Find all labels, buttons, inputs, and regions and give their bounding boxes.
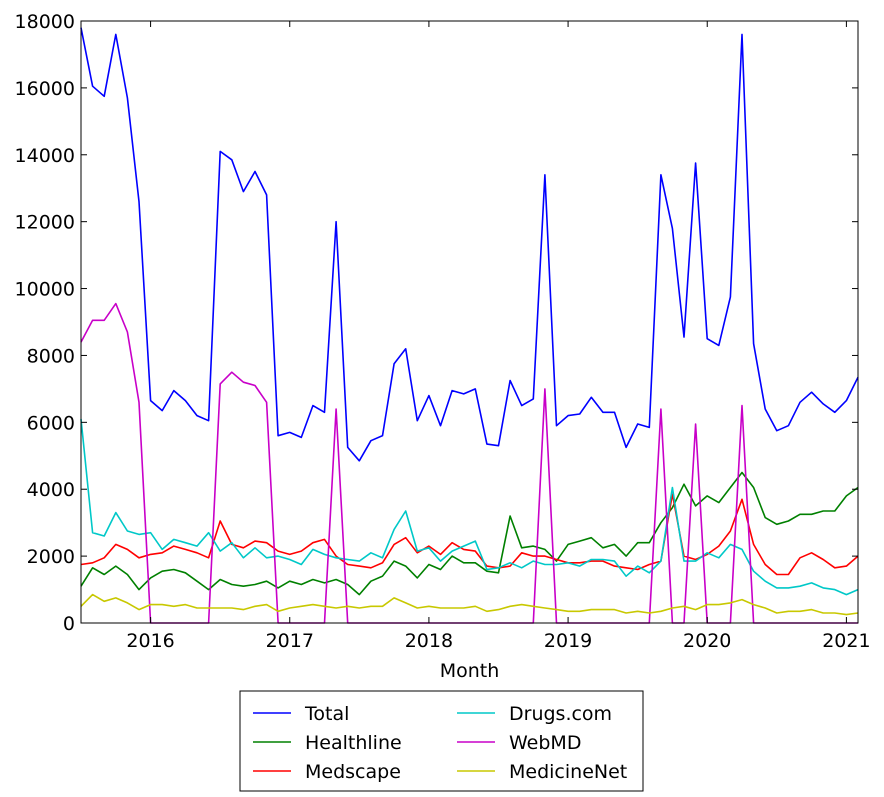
legend-label: Medscape	[305, 761, 401, 783]
legend-entry: MedicineNet	[457, 761, 627, 783]
x-axis: 2016 2017 2018 2019 2020 2021	[126, 21, 871, 652]
plot-frame	[80, 20, 859, 624]
legend-label: Healthline	[305, 732, 402, 754]
legend-box	[239, 690, 644, 792]
y-tick-label: 18000	[15, 11, 75, 33]
x-tick-label: 2019	[544, 630, 592, 652]
legend: Total Healthline Medscape Drugs.com WebMD Med…	[239, 690, 644, 792]
x-tick-label: 2018	[405, 630, 453, 652]
y-tick-label: 8000	[27, 345, 75, 367]
y-tick-label: 10000	[15, 279, 75, 301]
y-tick-label: 4000	[27, 479, 75, 501]
legend-entry: Total	[253, 703, 349, 725]
legend-entry: Drugs.com	[457, 703, 612, 725]
legend-label: MedicineNet	[509, 761, 627, 783]
series-line-webmd	[80, 302, 858, 624]
y-tick-label: 12000	[15, 212, 75, 234]
x-tick-label: 2020	[683, 630, 731, 652]
y-tick-label: 14000	[15, 145, 75, 167]
plot-area	[80, 27, 859, 624]
y-tick-label: 2000	[27, 546, 75, 568]
x-tick-label: 2017	[266, 630, 314, 652]
y-axis: 0 2000 4000 6000 8000 10000 12000 14000 16000 180…	[15, 11, 858, 635]
legend-entry: Medscape	[253, 761, 401, 783]
series-line-total	[80, 27, 859, 462]
y-tick-label: 16000	[15, 78, 75, 100]
x-tick-label: 2021	[822, 630, 870, 652]
x-tick-label: 2016	[126, 630, 174, 652]
legend-entry: Healthline	[253, 732, 402, 754]
series-line-medicinenet	[80, 593, 859, 616]
legend-label: WebMD	[509, 732, 581, 754]
legend-entry: WebMD	[457, 732, 581, 754]
y-tick-label: 6000	[27, 412, 75, 434]
x-axis-title: Month	[440, 660, 500, 682]
series-line-healthline	[80, 471, 859, 596]
legend-label: Total	[304, 703, 349, 725]
series-line-drugs-com	[80, 418, 859, 596]
legend-label: Drugs.com	[509, 703, 612, 725]
y-tick-label: 0	[63, 613, 75, 635]
series-line-medscape	[80, 493, 859, 576]
